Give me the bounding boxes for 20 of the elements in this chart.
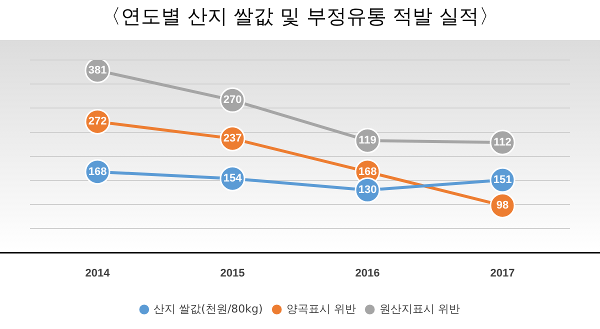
x-tick-label: 2016 (355, 267, 380, 280)
data-label: 168 (88, 166, 107, 178)
data-label: 168 (358, 166, 377, 178)
data-label: 381 (88, 64, 107, 76)
data-label: 119 (358, 134, 376, 147)
data-label: 272 (88, 116, 107, 128)
x-tick-label: 2017 (490, 267, 515, 280)
x-tick-label: 2014 (85, 267, 111, 280)
legend-label: 원산지표시 위반 (379, 302, 460, 316)
data-label: 98 (496, 200, 509, 212)
data-label: 130 (358, 184, 377, 196)
data-label: 112 (494, 136, 512, 149)
x-tick-label: 2015 (220, 267, 245, 280)
data-label: 270 (223, 94, 242, 106)
legend-label: 산지 쌀값(천원/80kg) (154, 302, 263, 316)
data-label: 237 (223, 132, 242, 145)
legend-label: 양곡표시 위반 (286, 302, 356, 316)
data-label: 154 (223, 172, 243, 185)
chart-title: 〈연도별 산지 쌀값 및 부정유통 적발 실적〉 (100, 4, 500, 28)
data-label: 151 (493, 174, 512, 186)
